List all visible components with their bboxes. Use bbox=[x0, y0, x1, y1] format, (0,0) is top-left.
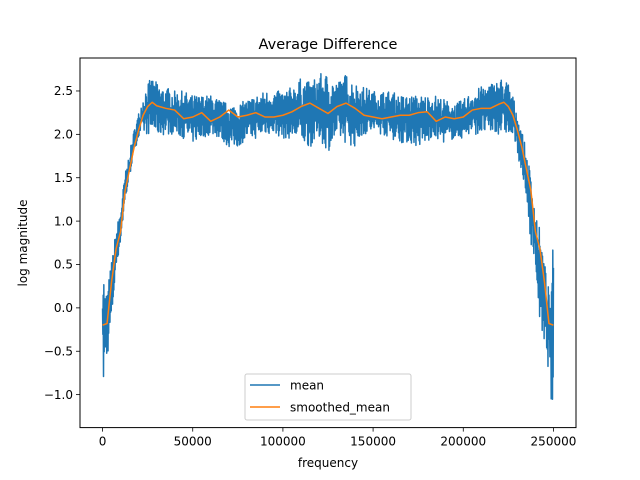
legend: mean smoothed_mean bbox=[244, 373, 412, 421]
x-axis-label: frequency bbox=[298, 456, 358, 470]
x-tick-label: 250000 bbox=[531, 435, 577, 449]
legend-box bbox=[244, 373, 412, 421]
y-tick-label: −0.5 bbox=[44, 344, 73, 358]
x-axis-ticks: 0 50000 100000 150000 200000 250000 bbox=[99, 427, 577, 449]
x-tick-label: 50000 bbox=[174, 435, 212, 449]
chart-title: Average Difference bbox=[259, 37, 398, 53]
y-tick-label: 1.0 bbox=[54, 214, 73, 228]
y-tick-label: 2.0 bbox=[54, 128, 73, 142]
x-tick-label: 200000 bbox=[440, 435, 486, 449]
series-layer bbox=[101, 72, 555, 400]
series-line-smoothed-mean bbox=[102, 101, 554, 326]
x-tick-label: 150000 bbox=[350, 435, 396, 449]
y-tick-label: 1.5 bbox=[54, 171, 73, 185]
y-axis-label: log magnitude bbox=[16, 199, 30, 286]
x-tick-label: 100000 bbox=[260, 435, 306, 449]
legend-label-smoothed-mean: smoothed_mean bbox=[290, 401, 390, 415]
y-tick-label: 0.5 bbox=[54, 258, 73, 272]
y-tick-label: 2.5 bbox=[54, 84, 73, 98]
legend-label-mean: mean bbox=[290, 379, 324, 393]
y-tick-label: 0.0 bbox=[54, 301, 73, 315]
y-axis-ticks: −1.0 −0.5 0.0 0.5 1.0 1.5 2.0 2.5 bbox=[44, 84, 80, 402]
y-tick-label: −1.0 bbox=[44, 388, 73, 402]
axes-frame bbox=[79, 57, 577, 429]
x-tick-label: 0 bbox=[99, 435, 107, 449]
